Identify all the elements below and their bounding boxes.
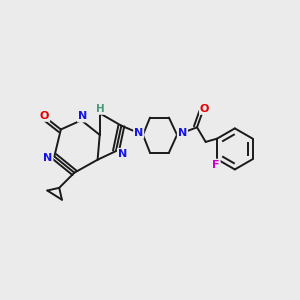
- Text: N: N: [43, 153, 52, 163]
- Text: O: O: [200, 104, 209, 114]
- Text: N: N: [118, 149, 127, 159]
- Text: N: N: [178, 128, 187, 138]
- Text: O: O: [40, 111, 49, 121]
- Text: N: N: [134, 128, 143, 138]
- Text: H: H: [96, 104, 105, 114]
- Text: F: F: [212, 160, 220, 170]
- Text: N: N: [78, 112, 87, 122]
